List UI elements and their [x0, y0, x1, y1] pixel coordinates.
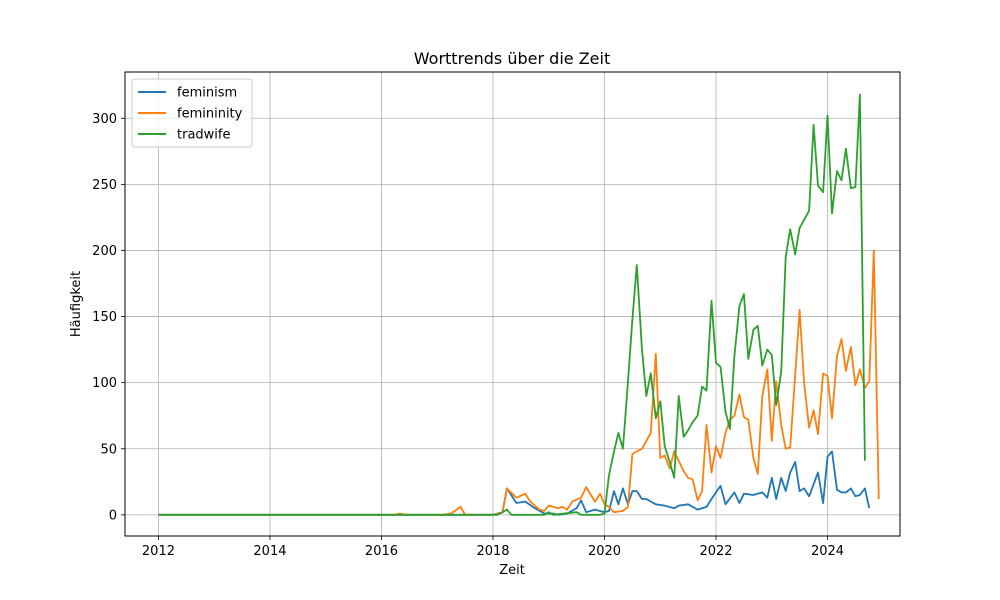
- legend-label-tradwife: tradwife: [177, 128, 230, 143]
- plot-frame: [124, 71, 901, 537]
- x-tick-label: 2024: [811, 544, 844, 559]
- axis-ticks: 2012 2014 2016 2018 2020 2022 2024 0 50 100 150 200…: [92, 112, 844, 559]
- x-tick-label: 2014: [253, 544, 286, 559]
- chart-title: Worttrends über die Zeit: [414, 49, 610, 68]
- y-axis-label: Häufigkeit: [69, 271, 84, 337]
- y-tick-label: 300: [92, 112, 117, 127]
- x-tick-label: 2012: [142, 544, 175, 559]
- x-axis-label: Zeit: [499, 563, 525, 578]
- x-tick-label: 2022: [699, 544, 732, 559]
- y-tick-label: 100: [92, 376, 117, 391]
- series-line-femininity: [158, 249, 880, 516]
- x-tick-label: 2018: [476, 544, 509, 559]
- x-tick-label: 2016: [365, 544, 398, 559]
- y-tick-label: 150: [92, 310, 117, 325]
- y-tick-label: 0: [109, 508, 117, 523]
- series-lines: [158, 93, 880, 516]
- legend: feminism femininity tradwife: [131, 78, 253, 148]
- x-tick-label: 2020: [588, 544, 621, 559]
- y-tick-label: 200: [92, 244, 117, 259]
- legend-box: [131, 78, 253, 148]
- legend-label-feminism: feminism: [177, 86, 237, 101]
- y-tick-label: 50: [100, 442, 117, 457]
- y-tick-label: 250: [92, 178, 117, 193]
- series-line-tradwife: [158, 93, 866, 516]
- legend-label-femininity: femininity: [177, 107, 243, 122]
